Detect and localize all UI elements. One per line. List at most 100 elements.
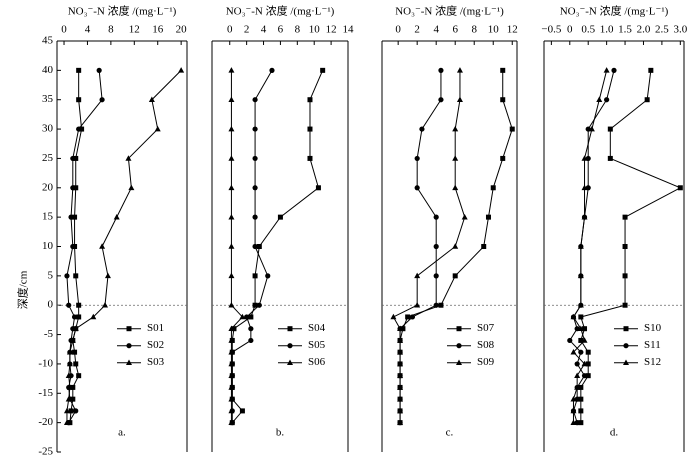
panel-label: a.: [118, 427, 126, 439]
marker: [456, 67, 463, 73]
y-tick-label: -15: [38, 387, 53, 399]
marker: [76, 67, 82, 73]
marker: [677, 185, 683, 191]
marker: [228, 337, 235, 343]
marker: [63, 407, 70, 414]
marker: [154, 125, 161, 132]
marker: [70, 243, 76, 250]
marker: [76, 302, 82, 308]
x-tick-label: 4: [261, 24, 267, 36]
marker: [252, 97, 258, 103]
x-tick-label: 8: [108, 24, 114, 36]
marker: [603, 67, 610, 73]
marker: [320, 67, 326, 73]
marker: [500, 97, 506, 103]
legend-label: S06: [308, 356, 326, 368]
marker: [578, 420, 584, 426]
legend-label: S09: [477, 356, 495, 368]
x-tick-label: 4: [433, 24, 439, 36]
marker: [76, 126, 82, 132]
marker: [113, 213, 120, 220]
x-tick-label: 2.5: [655, 24, 669, 36]
marker: [570, 407, 577, 414]
marker: [414, 185, 420, 191]
marker: [70, 396, 76, 402]
marker: [228, 243, 235, 249]
marker: [228, 125, 235, 132]
marker: [456, 96, 463, 103]
marker: [256, 302, 262, 308]
marker: [607, 155, 613, 161]
marker: [125, 155, 132, 161]
marker: [574, 372, 581, 378]
marker: [252, 185, 258, 191]
marker: [456, 343, 462, 349]
marker: [397, 419, 404, 425]
marker: [581, 184, 588, 191]
marker: [578, 396, 584, 402]
marker: [287, 359, 293, 365]
legend-label: S03: [147, 356, 165, 368]
series-line: [66, 70, 182, 423]
x-tick-label: 0: [61, 24, 67, 36]
marker: [644, 97, 650, 103]
y-axis-label: 深度/cm: [16, 270, 30, 309]
panel-label: c.: [446, 427, 454, 439]
marker: [63, 419, 70, 425]
marker: [72, 325, 79, 331]
y-tick-label: 30: [42, 123, 54, 135]
x-tick-label: 0.5: [581, 24, 595, 36]
x-tick-label: 4: [85, 24, 91, 36]
marker: [265, 273, 271, 279]
marker: [104, 272, 111, 279]
marker: [490, 185, 496, 191]
marker: [68, 408, 74, 414]
marker: [99, 243, 106, 249]
marker: [581, 155, 588, 161]
marker: [607, 126, 613, 132]
x-tick-label: 2: [414, 24, 420, 36]
marker: [577, 302, 584, 308]
marker: [461, 213, 468, 220]
marker: [397, 360, 404, 367]
marker: [90, 313, 97, 320]
marker: [228, 360, 235, 367]
marker: [582, 326, 588, 332]
marker: [66, 302, 72, 308]
panel-title: NO₃⁻-N 浓度 /(mg·L⁻¹): [226, 4, 335, 18]
x-tick-label: 2.0: [637, 24, 651, 36]
marker: [409, 314, 416, 320]
marker: [397, 348, 404, 355]
marker: [79, 126, 85, 132]
marker: [69, 337, 76, 343]
marker: [228, 302, 235, 308]
y-tick-label: 10: [42, 240, 54, 252]
x-tick-label: 1.5: [618, 24, 632, 36]
marker: [228, 407, 235, 414]
legend-label: S12: [644, 356, 661, 368]
marker: [71, 314, 78, 320]
marker: [228, 348, 235, 355]
marker: [126, 343, 132, 349]
marker: [581, 213, 588, 220]
marker: [228, 325, 235, 331]
x-tick-label: 16: [152, 24, 164, 36]
x-tick-label: 2: [244, 24, 250, 36]
marker: [126, 326, 132, 332]
marker: [70, 155, 76, 162]
marker: [70, 384, 76, 390]
x-tick-label: 12: [129, 24, 140, 36]
x-tick-label: 6: [278, 24, 284, 36]
y-tick-label: 15: [42, 211, 54, 223]
marker: [578, 349, 584, 355]
marker: [99, 97, 105, 103]
marker: [577, 272, 584, 279]
x-tick-label: 12: [326, 24, 337, 36]
x-tick-label: 0: [227, 24, 233, 36]
marker: [570, 395, 577, 402]
marker: [126, 359, 132, 365]
legend-label: S05: [308, 339, 326, 351]
marker: [485, 214, 491, 220]
marker: [66, 348, 73, 355]
